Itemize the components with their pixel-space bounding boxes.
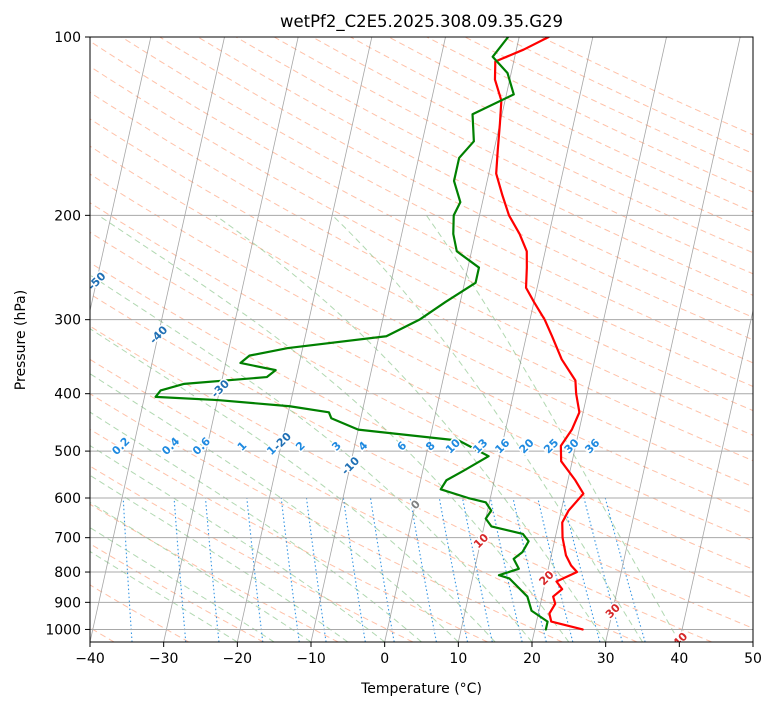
x-tick-label: −10 xyxy=(296,651,326,667)
dry-adiabat-line xyxy=(90,465,414,642)
isotherm-line xyxy=(90,37,225,642)
y-axis-title: Pressure (hPa) xyxy=(13,290,29,390)
x-tick-label: 0 xyxy=(380,651,389,667)
mixing-ratio-line xyxy=(583,497,623,642)
dry-adiabat-line xyxy=(90,584,190,642)
isotherm-label: -60 xyxy=(23,218,46,241)
isotherm-line xyxy=(90,37,152,313)
y-tick-label: 200 xyxy=(54,208,81,224)
dry-adiabat-line xyxy=(90,65,753,412)
dry-adiabat-line xyxy=(90,262,753,599)
moist-adiabat-line xyxy=(90,274,533,642)
y-tick-label: 600 xyxy=(54,491,81,507)
mixing-ratio-line xyxy=(537,497,574,642)
y-tick-label: 100 xyxy=(54,30,81,46)
dry-adiabat-line xyxy=(90,358,638,642)
mixing-ratio-line xyxy=(512,497,547,642)
mixing-ratio-line xyxy=(562,497,601,642)
dry-adiabat-line xyxy=(90,293,753,629)
x-tick-label: −20 xyxy=(223,651,253,667)
chart-title: wetPf2_C2E5.2025.308.09.35.G29 xyxy=(280,12,563,32)
moist-adiabat-line xyxy=(90,411,422,642)
moist-adiabat-line xyxy=(90,328,496,642)
isotherm-line xyxy=(0,37,4,642)
isotherm-line xyxy=(531,37,667,642)
dry-adiabat-line xyxy=(90,173,753,515)
moist-adiabat-line xyxy=(90,550,238,642)
y-tick-label: 1000 xyxy=(45,622,81,638)
moist-adiabat-line xyxy=(98,214,570,642)
isotherm-line xyxy=(457,37,594,642)
mixing-ratio-line xyxy=(604,497,646,642)
plot-area xyxy=(0,37,753,642)
x-tick-label: 20 xyxy=(523,651,541,667)
y-tick-label: 900 xyxy=(54,595,81,611)
y-tick-label: 400 xyxy=(54,387,81,403)
y-tick-label: 800 xyxy=(54,565,81,581)
dry-adiabat-line xyxy=(90,202,753,542)
dry-adiabat-line xyxy=(159,37,753,341)
x-axis-title: Temperature (°C) xyxy=(360,681,482,697)
dry-adiabat-line xyxy=(90,231,753,570)
isotherm-line xyxy=(0,37,77,642)
isotherm-line xyxy=(310,37,446,642)
moist-adiabat-line xyxy=(332,214,643,642)
y-tick-label: 300 xyxy=(54,313,81,329)
x-tick-label: 30 xyxy=(597,651,615,667)
dewpoint-profile-line xyxy=(154,37,549,631)
x-tick-label: 10 xyxy=(449,651,467,667)
x-tick-label: −40 xyxy=(75,651,105,667)
moist-adiabat-line xyxy=(90,373,459,642)
isotherm-line xyxy=(678,308,753,642)
isotherm-line xyxy=(163,37,299,642)
isotherm-line xyxy=(384,37,520,642)
series-layer xyxy=(154,37,585,631)
y-tick-label: 700 xyxy=(54,531,81,547)
isotherm-line xyxy=(752,640,753,642)
plot-background xyxy=(90,37,753,642)
dry-adiabat-line xyxy=(197,37,753,318)
x-tick-label: −30 xyxy=(149,651,179,667)
y-tick-label: 500 xyxy=(54,444,81,460)
x-tick-label: 50 xyxy=(744,651,762,667)
isotherm-line xyxy=(236,37,373,642)
temperature-profile-line xyxy=(493,37,585,631)
dry-adiabat-line xyxy=(90,91,753,436)
moist-adiabat-line xyxy=(426,215,680,642)
isotherm-line xyxy=(605,37,741,642)
dry-adiabat-line xyxy=(90,503,339,642)
x-tick-label: 40 xyxy=(670,651,688,667)
moist-adiabat-line xyxy=(90,444,385,642)
plot-frame xyxy=(89,36,754,643)
dry-adiabat-line xyxy=(90,145,753,488)
axes: −40 −30 −20 −10 0 10 20 30 40 50 100 200 300 400 500 60… xyxy=(45,30,762,667)
moist-adiabat-line xyxy=(215,214,607,642)
mixing-ratio-line xyxy=(461,497,493,642)
moist-adiabat-line xyxy=(90,474,349,642)
